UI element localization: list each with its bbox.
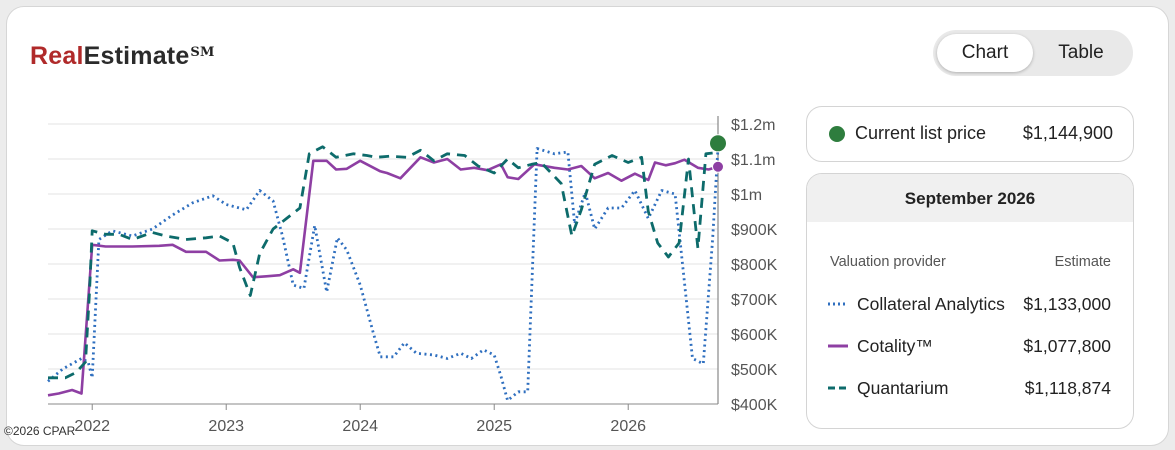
x-tick-label: 2026 bbox=[610, 418, 646, 435]
provider-row-quantarium: Quantarium $1,118,874 bbox=[807, 373, 1133, 403]
chart-tab-button[interactable]: Chart bbox=[937, 34, 1033, 72]
y-tick-label: $500K bbox=[731, 362, 778, 379]
y-tick-label: $700K bbox=[731, 292, 778, 309]
y-tick-label: $400K bbox=[731, 397, 778, 414]
list-price-value: $1,144,900 bbox=[1022, 123, 1113, 143]
y-tick-label: $900K bbox=[731, 222, 778, 239]
y-tick-label: $1.1m bbox=[731, 152, 775, 169]
dashed-line-icon bbox=[828, 386, 848, 390]
dotted-line-icon bbox=[828, 302, 848, 306]
estimates-period-heading: September 2026 bbox=[807, 174, 1133, 222]
provider-name: Quantarium bbox=[857, 378, 949, 398]
table-tab-button[interactable]: Table bbox=[1058, 42, 1104, 63]
y-tick-label: $1m bbox=[731, 187, 762, 204]
cotality-end-marker bbox=[712, 160, 724, 173]
provider-estimate: $1,133,000 bbox=[1023, 294, 1111, 314]
list-price-marker bbox=[709, 134, 727, 153]
y-tick-label: $1.2m bbox=[731, 117, 775, 134]
provider-estimate: $1,077,800 bbox=[1023, 336, 1111, 356]
estimate-line-chart: $1.2m $1.1m $1m $900K $800K $700K $600K $500K $4… bbox=[47, 116, 778, 435]
y-tick-label: $600K bbox=[731, 327, 778, 344]
estimates-panel: September 2026 Valuation provider Estima… bbox=[806, 173, 1134, 429]
valuation-provider-header: Valuation provider bbox=[830, 254, 946, 270]
x-tick-label: 2024 bbox=[342, 418, 378, 435]
x-tick-label: 2022 bbox=[74, 418, 110, 435]
x-tick-label: 2025 bbox=[476, 418, 512, 435]
provider-name: Cotality™ bbox=[857, 336, 933, 356]
brand-service-mark: SM bbox=[190, 45, 215, 60]
brand-real: Real bbox=[30, 42, 84, 70]
view-toggle: Chart Table bbox=[933, 30, 1133, 76]
copyright-notice: ©2026 CPAR bbox=[4, 424, 76, 438]
list-price-label: Current list price bbox=[855, 123, 987, 143]
list-price-dot-icon bbox=[829, 126, 845, 142]
series-line-quantarium bbox=[48, 145, 719, 380]
provider-row-collateral-analytics: Collateral Analytics $1,133,000 bbox=[807, 289, 1133, 319]
y-tick-label: $800K bbox=[731, 257, 778, 274]
current-list-price-card: Current list price $1,144,900 bbox=[806, 106, 1134, 162]
x-tick-label: 2023 bbox=[208, 418, 244, 435]
realestimate-logo: RealEstimateSM bbox=[30, 42, 215, 71]
solid-line-icon bbox=[828, 344, 848, 348]
series-line-cotality bbox=[47, 156, 719, 397]
provider-name: Collateral Analytics bbox=[857, 294, 1005, 314]
provider-estimate: $1,118,874 bbox=[1024, 378, 1111, 398]
estimate-header: Estimate bbox=[1054, 254, 1111, 270]
series-line-collateral-analytics bbox=[47, 147, 720, 402]
brand-estimate: Estimate bbox=[83, 42, 190, 70]
provider-row-cotality: Cotality™ $1,077,800 bbox=[807, 331, 1133, 361]
